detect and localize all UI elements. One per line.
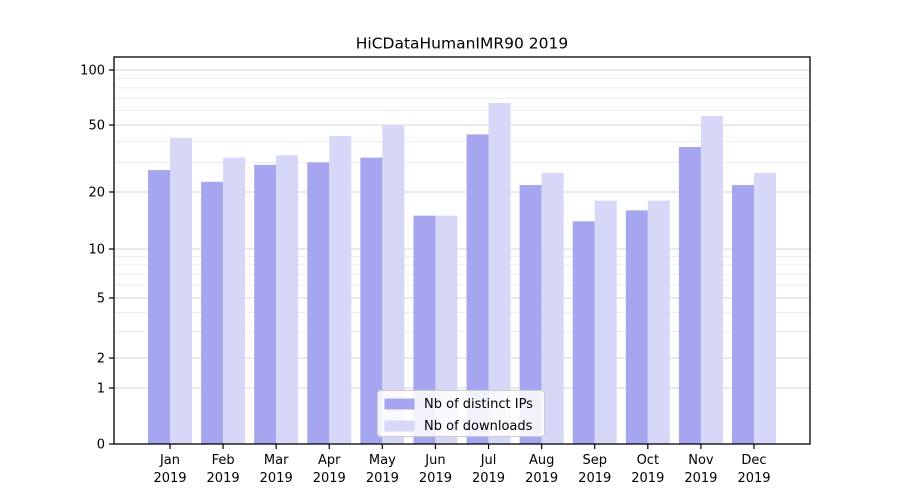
y-tick-label-1: 1 bbox=[97, 382, 105, 397]
y-tick-label-2: 2 bbox=[97, 352, 105, 367]
bar-distinct-ips-jun bbox=[413, 215, 436, 444]
x-tick-label-jan: Jan 2019 bbox=[153, 453, 186, 486]
bar-downloads-mar bbox=[276, 155, 299, 444]
chart-title: HiCDataHumanIMR90 2019 bbox=[356, 35, 569, 53]
legend-box bbox=[377, 390, 545, 437]
bar-groups bbox=[148, 102, 776, 445]
bar-distinct-ips-apr bbox=[307, 162, 330, 444]
bar-downloads-jan bbox=[170, 137, 192, 444]
y-tick-label-100: 100 bbox=[80, 64, 105, 79]
plot-area-border bbox=[113, 56, 811, 445]
bar-downloads-aug bbox=[541, 172, 564, 445]
x-tick-label-nov: Nov 2019 bbox=[684, 453, 717, 486]
bar-distinct-ips-may bbox=[360, 157, 383, 444]
x-tick-label-oct: Oct 2019 bbox=[631, 453, 664, 486]
x-tick-label-may: May 2019 bbox=[366, 453, 399, 486]
legend-swatch-downloads bbox=[384, 420, 415, 432]
x-tick-label-apr: Apr 2019 bbox=[313, 453, 346, 486]
legend-label-distinct-ips: Nb of distinct IPs bbox=[424, 397, 533, 412]
bar-distinct-ips-dec bbox=[732, 185, 754, 445]
y-tick-label-5: 5 bbox=[97, 292, 105, 307]
y-tick-label-50: 50 bbox=[88, 119, 105, 134]
x-tick-label-jun: Jun 2019 bbox=[419, 453, 452, 486]
bar-distinct-ips-jan bbox=[148, 170, 170, 444]
x-tick-label-aug: Aug 2019 bbox=[525, 453, 558, 486]
x-tick-label-sep: Sep 2019 bbox=[578, 453, 611, 486]
bar-distinct-ips-mar bbox=[254, 164, 277, 444]
y-tick-label-0: 0 bbox=[97, 438, 105, 453]
bar-distinct-ips-aug bbox=[519, 185, 542, 445]
bar-downloads-feb bbox=[223, 157, 246, 444]
bar-distinct-ips-oct bbox=[625, 210, 648, 444]
y-tick-label-10: 10 bbox=[88, 243, 105, 258]
bar-downloads-apr bbox=[329, 136, 352, 444]
bar-downloads-oct bbox=[647, 200, 670, 444]
legend-label-downloads: Nb of downloads bbox=[424, 419, 533, 434]
bar-distinct-ips-nov bbox=[678, 147, 701, 444]
y-tick-label-20: 20 bbox=[88, 186, 105, 201]
x-tick-label-mar: Mar 2019 bbox=[260, 453, 293, 486]
bar-downloads-jun bbox=[435, 215, 458, 444]
bar-distinct-ips-jul bbox=[466, 134, 489, 444]
bar-downloads-jul bbox=[488, 102, 511, 445]
legend-swatch-distinct-ips bbox=[384, 398, 415, 410]
bar-downloads-dec bbox=[754, 172, 776, 445]
x-tick-label-jul: Jul 2019 bbox=[472, 453, 505, 486]
bar-downloads-may bbox=[382, 125, 405, 444]
bar-downloads-sep bbox=[594, 200, 617, 444]
legend: Nb of distinct IPs Nb of downloads bbox=[377, 390, 545, 437]
x-axis-ticks: Jan 2019 Feb 2019 Mar 2019 Apr 2019 May 2019 Jun 20… bbox=[153, 444, 771, 486]
x-tick-label-dec: Dec 2019 bbox=[737, 453, 770, 486]
bar-distinct-ips-sep bbox=[572, 221, 595, 444]
bar-distinct-ips-feb bbox=[201, 181, 224, 444]
x-tick-label-feb: Feb 2019 bbox=[207, 453, 240, 486]
bar-downloads-nov bbox=[700, 116, 723, 444]
